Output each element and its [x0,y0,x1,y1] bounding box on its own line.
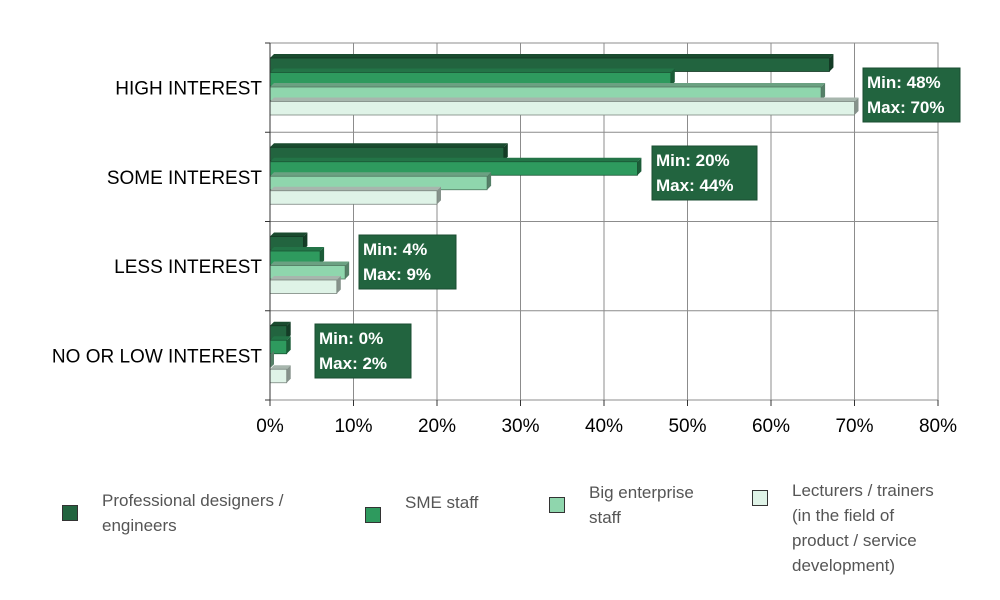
bar [269,54,834,72]
legend-item: SME staff [365,490,478,523]
bar-top-face [270,83,826,87]
legend-item: Professional designers / engineers [62,488,283,538]
annotation-box [358,234,457,290]
bar-top-face [270,157,642,162]
legend-swatch [752,490,768,506]
legend-item: Big enterprise staff [549,480,694,530]
bar-side-face [286,365,291,383]
annotation-max: Max: 44% [656,176,733,195]
legend-swatch [549,497,565,513]
bar-top-face [270,276,341,280]
bar [269,68,675,87]
bar-side-face [345,261,350,279]
annotation-min: Min: 20% [656,151,730,170]
bar [269,247,325,265]
x-tick-label: 80% [919,416,957,437]
minmax-annotation: Min: 0% Max: 2% [314,323,412,379]
annotation-box [314,323,412,379]
annotation-min: Min: 48% [867,73,941,92]
bar-front-face [269,190,438,205]
legend: Professional designers / engineers SME sta… [0,478,1000,598]
bar [269,97,859,116]
bar-side-face [336,276,341,294]
bar-top-face [270,247,325,251]
bar-side-face [637,157,642,176]
bar-side-face [670,68,675,86]
x-tick-label: 10% [334,416,372,437]
annotation-box [651,145,758,201]
bar-side-face [503,143,508,161]
annotation-layer: Min: 48%Max: 70%Min: 20%Max: 44%Min: 4%M… [314,67,961,379]
bar-side-face [320,247,325,265]
x-tick-label: 50% [668,416,706,437]
legend-swatch [365,507,381,523]
x-tick-label: 0% [256,416,284,437]
bar-front-face [269,339,288,355]
bar-top-face [270,97,859,102]
bar-top-face [270,232,308,237]
minmax-annotation: Min: 4% Max: 9% [358,234,457,290]
bar [269,336,291,355]
annotation-max: Max: 70% [867,98,944,117]
legend-label: Professional designers / engineers [102,491,284,535]
x-tick-label: 20% [418,416,456,437]
legend-item: Lecturers / trainers (in the field of prod… [752,478,934,578]
annotation-min: Min: 0% [319,329,383,348]
category-label: HIGH INTEREST [115,79,262,100]
bar [269,261,350,280]
bar [269,186,441,205]
annotation-box [862,67,961,123]
bar-side-face [829,54,834,72]
legend-label: SME staff [405,493,479,512]
bar-front-face [269,101,855,116]
bar-top-face [270,54,834,58]
annotation-max: Max: 2% [319,354,387,373]
bar-top-face [270,336,291,341]
bar-top-face [270,365,291,370]
bar [270,350,274,369]
bar-top-face [270,172,492,177]
bar [269,83,826,101]
x-tick-label: 70% [835,416,873,437]
bar-side-face [854,97,859,115]
legend-swatch [62,505,78,521]
annotation-min: Min: 4% [363,240,427,259]
bar-side-face [487,172,492,190]
annotation-max: Max: 9% [363,265,431,284]
bar-chart: 0% 10% 20% 30% 40% 50% 60% 70% 80% HIGH INTEREST S… [52,42,961,437]
bar [269,321,291,340]
bar-side-face [437,186,441,205]
bar-front-face [269,368,288,384]
axis-layer: 0% 10% 20% 30% 40% 50% 60% 70% 80% HIGH INTEREST S… [52,42,957,437]
category-label: NO OR LOW INTEREST [52,346,262,367]
bar [269,276,341,294]
bar-top-face [270,321,291,326]
x-tick-label: 30% [501,416,539,437]
bar-side-face [270,350,274,369]
bar [269,157,642,176]
bar-side-face [821,83,826,101]
legend-label: Lecturers / trainers (in the field of prod… [792,481,934,575]
bar-top-face [270,68,675,73]
bar-front-face [269,279,338,294]
legend-label: Big enterprise staff [589,483,694,527]
minmax-annotation: Min: 20% Max: 44% [651,145,758,201]
category-label: SOME INTEREST [107,168,263,189]
bar-side-face [286,336,291,354]
bar [269,365,291,384]
bar-top-face [270,143,508,148]
bar-side-face [303,232,308,250]
bar-top-face [270,261,350,266]
category-label: LESS INTEREST [114,257,262,278]
bar-top-face [270,186,441,191]
x-tick-label: 40% [585,416,623,437]
bars-layer [269,54,859,384]
minmax-annotation: Min: 48% Max: 70% [862,67,961,123]
bar-side-face [286,321,291,340]
x-tick-label: 60% [752,416,790,437]
